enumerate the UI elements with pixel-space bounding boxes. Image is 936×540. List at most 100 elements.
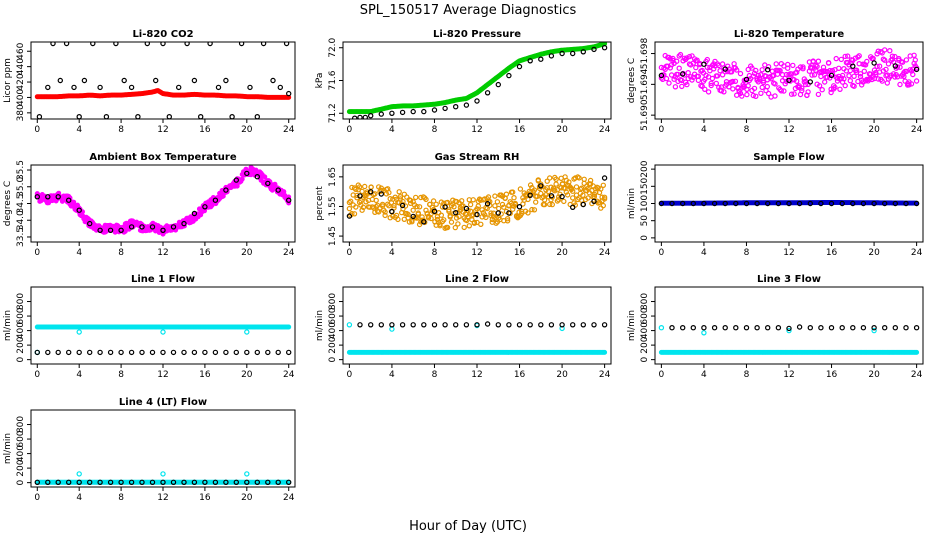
data-point [265, 180, 271, 187]
x-tick-label: 4 [389, 370, 395, 380]
panel-title: Sample Flow [753, 152, 825, 163]
series-2 [658, 325, 877, 336]
data-point [847, 77, 854, 84]
x-tick-label: 8 [118, 125, 124, 135]
data-point [207, 42, 213, 47]
data-point [346, 322, 353, 328]
data-point [474, 211, 480, 218]
panel-title: Line 4 (LT) Flow [119, 397, 207, 408]
x-tick-label: 0 [347, 248, 353, 258]
data-point [765, 66, 771, 73]
data-point [559, 322, 565, 328]
data-point [463, 322, 470, 328]
data-point [128, 479, 135, 485]
x-tick-label: 0 [34, 125, 40, 135]
x-tick-label: 0 [347, 370, 353, 380]
data-point [730, 78, 736, 85]
data-point [799, 87, 805, 94]
data-point [431, 208, 438, 214]
data-point [887, 48, 893, 54]
data-point [57, 77, 64, 84]
data-point [63, 42, 70, 47]
panel-7: Line 1 Flow 0 4 8 12 16 20 24 0 200400600800ml/mi… [3, 274, 296, 380]
data-point [889, 53, 896, 59]
data-point [286, 349, 292, 356]
data-point [874, 63, 880, 70]
data-point [823, 68, 829, 75]
data-point [97, 349, 103, 356]
x-tick-label: 20 [241, 370, 253, 380]
data-point [746, 72, 753, 79]
x-tick-label: 24 [283, 248, 295, 258]
data-point [671, 76, 677, 82]
data-point [44, 200, 50, 206]
data-point [244, 349, 250, 356]
series-1 [34, 479, 292, 485]
data-point [733, 200, 739, 207]
data-point [541, 201, 548, 208]
series-1 [346, 349, 608, 355]
data-point [598, 205, 604, 211]
data-point [170, 479, 177, 485]
data-point [561, 198, 567, 205]
data-point [552, 187, 558, 194]
panel-9: Line 3 Flow 0 4 8 12 16 20 24 0 200400600800ml/mi… [627, 274, 924, 380]
data-point [34, 349, 41, 356]
data-point [853, 69, 860, 76]
x-tick-label: 0 [659, 248, 665, 258]
data-point [421, 108, 427, 115]
data-point [378, 111, 384, 117]
x-tick-label: 12 [157, 370, 168, 380]
data-point [699, 83, 705, 90]
plot-frame [30, 41, 296, 120]
data-point [828, 89, 834, 96]
data-point [819, 86, 825, 93]
y-tick-label: 800 [640, 293, 650, 310]
data-point [903, 325, 909, 331]
data-point [873, 69, 879, 76]
data-point [386, 202, 392, 209]
data-point [517, 186, 524, 192]
x-tick-label: 24 [283, 370, 295, 380]
data-point [860, 200, 867, 207]
data-point [455, 221, 461, 227]
data-point [758, 90, 764, 97]
data-point [504, 215, 511, 222]
series-2 [36, 42, 292, 119]
data-point [495, 81, 501, 88]
data-point [682, 79, 689, 86]
data-point [672, 84, 679, 90]
data-point [585, 185, 591, 192]
x-tick-label: 4 [76, 248, 82, 258]
data-point [442, 322, 448, 328]
data-point [754, 325, 760, 331]
data-point [684, 55, 690, 61]
y-tick-label: 51.694 [640, 68, 650, 100]
data-point [680, 200, 686, 207]
data-point [786, 71, 792, 78]
data-point [181, 349, 187, 356]
data-point [563, 177, 570, 184]
data-point [587, 177, 594, 184]
data-point [529, 206, 535, 213]
x-tick-label: 24 [599, 125, 611, 135]
y-tick-label: 200 [328, 336, 338, 353]
data-point [765, 200, 771, 207]
y-tick-label: 200 [16, 336, 26, 353]
data-point [824, 74, 831, 80]
data-point [139, 349, 145, 356]
data-point [677, 51, 684, 58]
data-point [498, 211, 504, 217]
data-point [903, 68, 910, 75]
data-point [564, 192, 571, 198]
data-point [538, 322, 544, 328]
data-point [115, 223, 121, 229]
data-point [913, 78, 920, 84]
data-point [139, 224, 145, 230]
x-tick-label: 4 [389, 125, 395, 135]
data-point [233, 177, 239, 183]
data-point [601, 196, 608, 202]
data-point [229, 114, 235, 119]
data-point [160, 479, 166, 485]
